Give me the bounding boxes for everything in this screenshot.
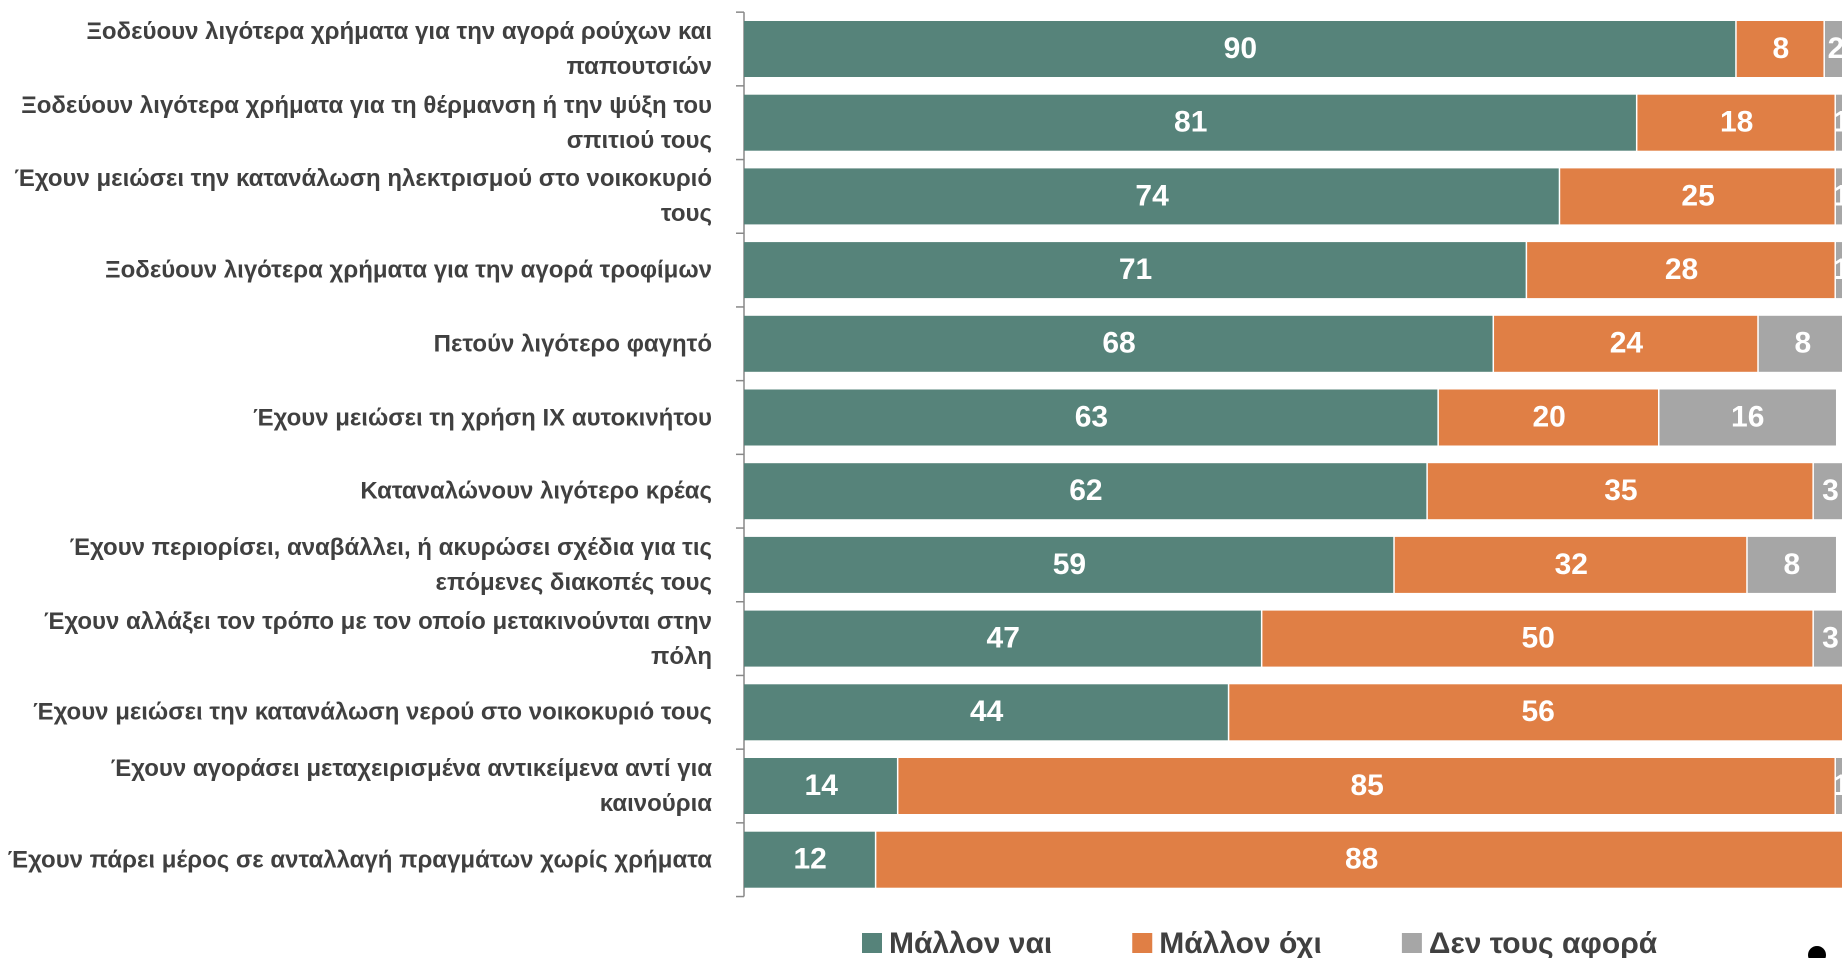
category-label: Έχουν περιορίσει, αναβάλλει, ή ακυρώσει … (69, 533, 712, 596)
bar-segment (1427, 463, 1813, 520)
bar-segment (1438, 389, 1658, 446)
legend-label: Μάλλον όχι (1159, 927, 1322, 958)
bar-segment (744, 315, 1493, 372)
bar-segment (744, 831, 875, 888)
category-label: Ξοδεύουν λιγότερα χρήματα για την αγορά … (105, 256, 712, 284)
category-label: Έχουν πάρει μέρος σε ανταλλαγή πραγμάτων… (7, 846, 712, 874)
data-label: 62 (1069, 474, 1102, 507)
data-label: 18 (1720, 106, 1753, 139)
bar-segment (1835, 94, 1842, 151)
bar-segment (744, 21, 1736, 77)
data-label: 50 (1521, 622, 1554, 655)
bar-segment (744, 242, 1526, 299)
data-label: 68 (1102, 327, 1135, 360)
data-label: 1 (1833, 253, 1842, 286)
data-label: 24 (1610, 327, 1644, 360)
data-label: 85 (1351, 769, 1384, 802)
bar-segment (744, 168, 1559, 225)
data-label: 3 (1822, 474, 1839, 507)
bar-segment (744, 389, 1438, 446)
data-label: 1 (1833, 179, 1842, 212)
bar-segment (1560, 168, 1835, 225)
bar-segment (1494, 315, 1758, 372)
data-label: 20 (1533, 400, 1566, 433)
bar-segment (898, 758, 1835, 814)
category-label: Έχουν μειώσει την κατανάλωση ηλεκτρισμού… (14, 165, 712, 228)
data-label: 2 (1828, 32, 1842, 65)
data-label: 47 (987, 622, 1020, 655)
bar-segment (1394, 536, 1747, 593)
data-label: 59 (1053, 548, 1086, 581)
bar-segment (1659, 389, 1836, 446)
data-label: 74 (1135, 179, 1169, 212)
data-label: 44 (970, 695, 1004, 728)
bar-segment (1527, 242, 1835, 299)
category-label: Ξοδεύουν λιγότερα χρήματα για τη θέρμανσ… (21, 91, 712, 154)
category-label: Πετούν λιγότερο φαγητό (433, 330, 712, 358)
data-label: 71 (1119, 253, 1152, 286)
data-label: 8 (1795, 327, 1812, 360)
bar-segment (744, 758, 897, 814)
data-label: 25 (1681, 179, 1714, 212)
data-label: 28 (1665, 253, 1698, 286)
bar-segment (744, 94, 1636, 151)
bar-segment (1835, 168, 1842, 225)
data-label: 12 (793, 843, 826, 876)
bar-segment (744, 463, 1427, 520)
data-label: 8 (1784, 548, 1801, 581)
bar-segment (1813, 463, 1842, 520)
data-label: 32 (1555, 548, 1588, 581)
data-label: 1 (1833, 106, 1842, 139)
bar-segment (744, 610, 1261, 667)
bar-segment (1758, 315, 1842, 372)
category-label: Έχουν αλλάξει τον τρόπο με τον οποίο μετ… (43, 607, 712, 670)
bullet-dot (1808, 946, 1826, 958)
data-label: 14 (805, 769, 839, 802)
legend-label: Δεν τους αφορά (1429, 927, 1658, 958)
legend-label: Μάλλον ναι (889, 927, 1052, 958)
data-label: 35 (1604, 474, 1637, 507)
data-label: 88 (1345, 843, 1378, 876)
legend-swatch (862, 933, 882, 953)
bar-segment (1813, 610, 1842, 667)
bar-segment (1262, 610, 1813, 667)
data-label: 90 (1224, 32, 1257, 65)
data-label: 1 (1833, 769, 1842, 802)
data-label: 16 (1731, 400, 1764, 433)
bar-segment (1835, 242, 1842, 299)
bar-segment (1637, 94, 1835, 151)
bar-segment (876, 831, 1842, 888)
category-label: Έχουν αγοράσει μεταχειρισμένα αντικείμεν… (110, 755, 712, 817)
data-label: 63 (1075, 400, 1108, 433)
bar-segment (1747, 536, 1836, 593)
category-label: Έχουν μειώσει τη χρήση ΙΧ αυτοκινήτου (253, 404, 712, 431)
bar-segment (1824, 21, 1842, 77)
bar-segment (1229, 684, 1842, 741)
legend-swatch (1401, 933, 1422, 953)
data-label: 8 (1772, 32, 1789, 65)
category-label: Έχουν μειώσει την κατανάλωση νερού στο ν… (33, 698, 712, 726)
data-label: 56 (1521, 695, 1554, 728)
category-label: Ξοδεύουν λιγότερα χρήματα για την αγορά … (86, 18, 712, 80)
data-label: 3 (1822, 622, 1839, 655)
bar-segment (744, 536, 1394, 593)
category-label: Καταναλώνουν λιγότερο κρέας (360, 477, 712, 505)
legend-swatch (1132, 933, 1153, 953)
bar-segment (1835, 758, 1842, 814)
data-label: 81 (1174, 106, 1207, 139)
bar-segment (1736, 21, 1824, 77)
bar-segment (744, 684, 1228, 741)
